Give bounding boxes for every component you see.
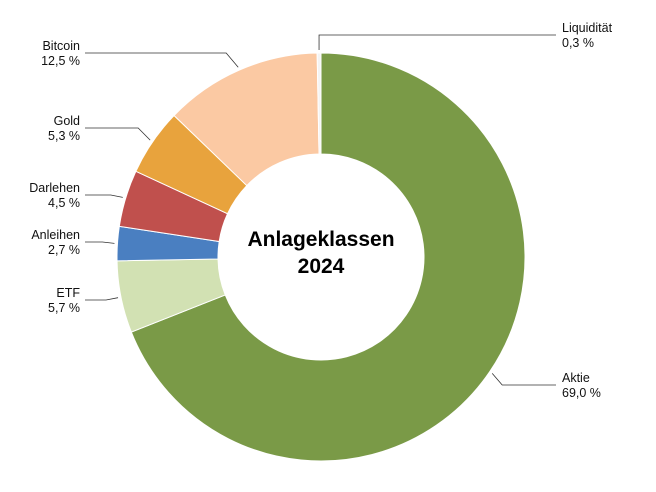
slice-value-label: 12,5 % (41, 54, 80, 68)
slice-label: Bitcoin (42, 39, 80, 53)
leader-line (85, 127, 151, 141)
slice-label: Aktie (562, 371, 590, 385)
slice-value-label: 2,7 % (48, 243, 80, 257)
leader-line (85, 194, 123, 198)
slice (316, 52, 322, 155)
slice-value-label: 5,7 % (48, 301, 80, 315)
leader-line (85, 297, 119, 301)
leader-line (491, 373, 556, 386)
chart-title: Anlageklassen 2024 (247, 228, 395, 278)
slice-value-label: 5,3 % (48, 129, 80, 143)
slice-value-label: 0,3 % (562, 36, 594, 50)
slice-value-label: 69,0 % (562, 386, 601, 400)
slice-value-label: 4,5 % (48, 196, 80, 210)
slice-label: Darlehen (29, 181, 80, 195)
slice-label: Anleihen (31, 228, 80, 242)
leader-line (85, 241, 115, 244)
leader-line (318, 34, 556, 51)
slice-label: Gold (54, 114, 80, 128)
leader-line (85, 52, 239, 68)
slice (130, 52, 526, 462)
slice-label: ETF (56, 286, 80, 300)
slice-label: Liquidität (562, 21, 613, 35)
